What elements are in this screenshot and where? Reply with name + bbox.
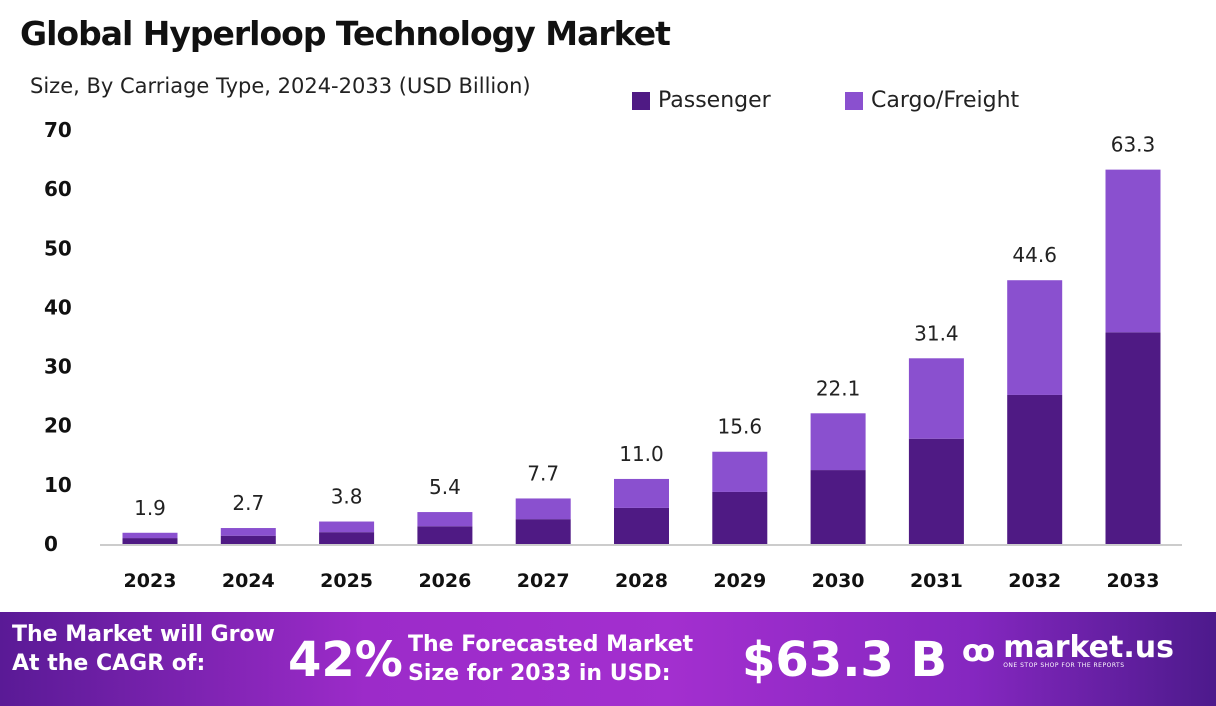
legend-label: Passenger [658, 88, 771, 113]
data-label: 31.4 [914, 321, 959, 345]
bar-cargo-2026 [417, 512, 473, 527]
bar-passenger-2032 [1007, 394, 1063, 544]
bar-passenger-2024 [220, 535, 276, 544]
bar-passenger-2028 [614, 507, 669, 544]
legend-label: Cargo/Freight [871, 88, 1020, 113]
data-label: 44.6 [1012, 243, 1057, 267]
x-tick-label: 2028 [615, 570, 668, 592]
bar-passenger-2030 [810, 470, 866, 544]
bar-chart: 0102030405060701.920232.720243.820255.42… [44, 118, 1182, 592]
y-tick-label: 20 [44, 414, 72, 438]
y-tick-label: 60 [44, 177, 72, 201]
bar-cargo-2027 [515, 498, 571, 520]
bar-passenger-2023 [122, 538, 178, 544]
y-tick-label: 70 [44, 118, 72, 142]
bar-passenger-2025 [319, 532, 375, 544]
bar-cargo-2025 [319, 521, 375, 533]
bar-passenger-2027 [515, 519, 571, 544]
legend-swatch-cargo [845, 91, 863, 110]
data-label: 3.8 [331, 485, 363, 509]
data-label: 22.1 [816, 376, 861, 400]
cagr-value: 42% [288, 632, 403, 688]
legend-swatch-passenger [632, 91, 650, 110]
data-label: 1.9 [134, 496, 166, 520]
logo-tagline: ONE STOP SHOP FOR THE REPORTS [1003, 662, 1125, 669]
x-tick-label: 2023 [124, 570, 177, 592]
data-label: 15.6 [718, 415, 763, 439]
forecast-value: $63.3 B [742, 632, 948, 688]
x-tick-label: 2030 [812, 570, 865, 592]
x-tick-label: 2026 [418, 570, 471, 592]
chart-title: Global Hyperloop Technology Market [20, 14, 671, 53]
cagr-label-line2: At the CAGR of: [12, 651, 206, 676]
bar-cargo-2024 [220, 528, 276, 536]
market-us-logo: ꝏ market.us ONE STOP SHOP FOR THE REPORT… [962, 630, 1174, 670]
forecast-label-line2: Size for 2033 in USD: [408, 661, 671, 686]
y-tick-label: 50 [44, 236, 72, 260]
bar-cargo-2030 [810, 413, 866, 471]
forecast-label: The Forecasted Market Size for 2033 in U… [408, 630, 693, 688]
x-tick-label: 2027 [517, 570, 570, 592]
x-tick-label: 2031 [910, 570, 963, 592]
data-label: 7.7 [527, 461, 559, 485]
bar-passenger-2033 [1105, 332, 1161, 544]
cagr-label-line1: The Market will Grow [12, 622, 275, 647]
chart-subtitle: Size, By Carriage Type, 2024-2033 (USD B… [30, 74, 531, 98]
y-tick-label: 30 [44, 355, 72, 379]
bar-cargo-2031 [908, 358, 964, 439]
x-tick-label: 2025 [320, 570, 373, 592]
logo-icon: ꝏ [962, 634, 996, 669]
bar-cargo-2029 [712, 451, 768, 492]
logo-name: market.us [1003, 630, 1174, 665]
bar-cargo-2033 [1105, 169, 1161, 333]
legend-cargo: Cargo/Freight [845, 88, 1019, 113]
y-tick-label: 0 [44, 532, 58, 556]
x-tick-label: 2029 [713, 570, 766, 592]
legend-passenger: Passenger [632, 88, 771, 113]
x-tick-label: 2032 [1008, 570, 1061, 592]
cagr-label: The Market will Grow At the CAGR of: [12, 620, 275, 678]
footer-banner: The Market will Grow At the CAGR of: 42%… [0, 612, 1216, 706]
bar-cargo-2023 [122, 532, 178, 539]
data-label: 5.4 [429, 475, 461, 499]
data-label: 2.7 [232, 491, 264, 515]
bar-cargo-2032 [1007, 280, 1063, 395]
y-tick-label: 40 [44, 295, 72, 319]
bar-passenger-2026 [417, 526, 473, 544]
x-tick-label: 2024 [222, 570, 275, 592]
forecast-label-line1: The Forecasted Market [408, 632, 694, 657]
data-label: 11.0 [619, 442, 664, 466]
bar-cargo-2028 [614, 478, 669, 508]
x-tick-label: 2033 [1107, 570, 1160, 592]
bar-passenger-2031 [908, 438, 964, 544]
data-label: 63.3 [1111, 133, 1156, 157]
y-tick-label: 10 [44, 473, 72, 497]
bar-passenger-2029 [712, 491, 768, 544]
